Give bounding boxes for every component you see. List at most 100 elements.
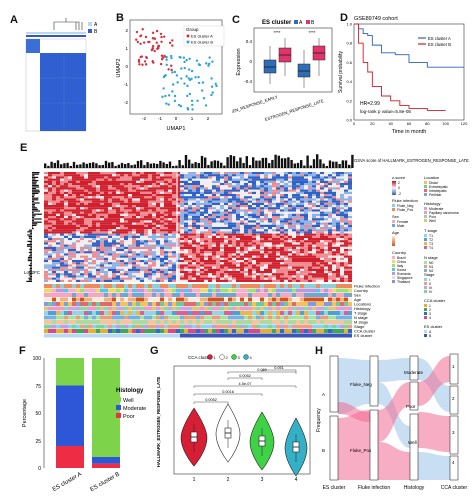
- heatmap-cell: [244, 279, 248, 282]
- heatmap-cell: [164, 213, 168, 216]
- heatmap-cell: [152, 172, 156, 175]
- umap-point-b: [173, 99, 177, 103]
- heatmap-cell: [332, 178, 336, 181]
- track-cell: [300, 315, 304, 320]
- umap-point-a: [152, 61, 155, 64]
- heatmap-cell: [96, 198, 100, 201]
- heatmap-cell: [84, 279, 88, 282]
- track-cell: [108, 311, 112, 315]
- heatmap-cell: [148, 176, 152, 179]
- heatmap-cell: [332, 194, 336, 197]
- heatmap-cell: [300, 176, 304, 179]
- heatmap-cell: [140, 172, 144, 175]
- heatmap-cell: [200, 255, 204, 258]
- heatmap-cell: [52, 235, 56, 238]
- heatmap-cell: [140, 246, 144, 249]
- heatmap-cell: [100, 275, 104, 278]
- heatmap-cell: [56, 253, 60, 256]
- heatmap-cell: [120, 233, 124, 236]
- heatmap-cell: [128, 231, 132, 234]
- heatmap-cell: [264, 279, 268, 282]
- heatmap-cell: [56, 264, 60, 267]
- heatmap-cell: [184, 229, 188, 232]
- heatmap-cell: [104, 244, 108, 247]
- heatmap-cell: [104, 238, 108, 241]
- heatmap-cell: [308, 266, 312, 269]
- heatmap-cell: [192, 233, 196, 236]
- heatmap-cell: [328, 174, 332, 177]
- heatmap-cell: [68, 218, 72, 221]
- heatmap-cell: [232, 271, 236, 274]
- heatmap-cell: [200, 227, 204, 230]
- heatmap-cell: [284, 268, 288, 271]
- heatmap-cell: [160, 196, 164, 199]
- heatmap-cell: [84, 183, 88, 186]
- heatmap-cell: [300, 279, 304, 282]
- heatmap-cell: [320, 194, 324, 197]
- track-cell: [112, 324, 116, 329]
- heatmap-cell: [196, 246, 200, 249]
- heatmap-cell: [228, 202, 232, 205]
- heatmap-cell: [152, 224, 156, 227]
- track-cell: [300, 320, 304, 324]
- track-cell: [212, 311, 216, 315]
- track-cell: [160, 315, 164, 320]
- heatmap-cell: [308, 220, 312, 223]
- heatmap-cell: [244, 273, 248, 276]
- heatmap-cell: [76, 271, 80, 274]
- heatmap-cell: [44, 233, 48, 236]
- heatmap-cell: [108, 207, 112, 210]
- heatmap-cell: [156, 246, 160, 249]
- heatmap-cell: [276, 200, 280, 203]
- umap-point-b: [214, 82, 217, 85]
- heatmap-cell: [100, 240, 104, 243]
- heatmap-cell: [224, 271, 228, 274]
- heatmap-cell: [336, 198, 340, 201]
- heatmap-cell: [156, 255, 160, 258]
- heatmap-cell: [236, 176, 240, 179]
- heatmap-cell: [192, 183, 196, 186]
- track-cell: [100, 302, 104, 306]
- heatmap-cell: [248, 183, 252, 186]
- heatmap-cell: [260, 271, 264, 274]
- heatmap-cell: [144, 180, 148, 183]
- heatmap-cell: [44, 211, 48, 214]
- heatmap-cell: [176, 174, 180, 177]
- heatmap-cell: [280, 191, 284, 194]
- heatmap-cell: [120, 244, 124, 247]
- track-cell: [232, 302, 236, 306]
- heatmap-cell: [248, 262, 252, 265]
- heatmap-cell: [212, 224, 216, 227]
- heatmap-cell: [252, 213, 256, 216]
- track-cell: [52, 324, 56, 329]
- heatmap-cell: [80, 185, 84, 188]
- umap-point-b: [165, 58, 168, 61]
- heatmap-cell: [104, 205, 108, 208]
- heatmap-cell: [136, 240, 140, 243]
- umap-point-b: [183, 60, 186, 64]
- heatmap-cell: [324, 244, 328, 247]
- heatmap-cell: [176, 249, 180, 252]
- heatmap-cell: [208, 229, 212, 232]
- heatmap-cell: [108, 260, 112, 263]
- heatmap-cell: [328, 255, 332, 258]
- heatmap-cell: [304, 213, 308, 216]
- heatmap-cell: [212, 257, 216, 260]
- heatmap-cell: [308, 178, 312, 181]
- heatmap-cell: [124, 222, 128, 225]
- track-cell: [184, 293, 188, 297]
- heatmap-cell: [172, 218, 176, 221]
- heatmap-cell: [240, 246, 244, 249]
- track-cell: [228, 293, 232, 297]
- heatmap-cell: [176, 229, 180, 232]
- heatmap-cell: [76, 191, 80, 194]
- heatmap-cell: [232, 207, 236, 210]
- heatmap-cell: [300, 211, 304, 214]
- heatmap-cell: [84, 207, 88, 210]
- heatmap-cell: [180, 246, 184, 249]
- heatmap-cell: [272, 178, 276, 181]
- heatmap-cell: [184, 172, 188, 175]
- heatmap-cell: [80, 257, 84, 260]
- heatmap-cell: [100, 227, 104, 230]
- heatmap-cell: [148, 216, 152, 219]
